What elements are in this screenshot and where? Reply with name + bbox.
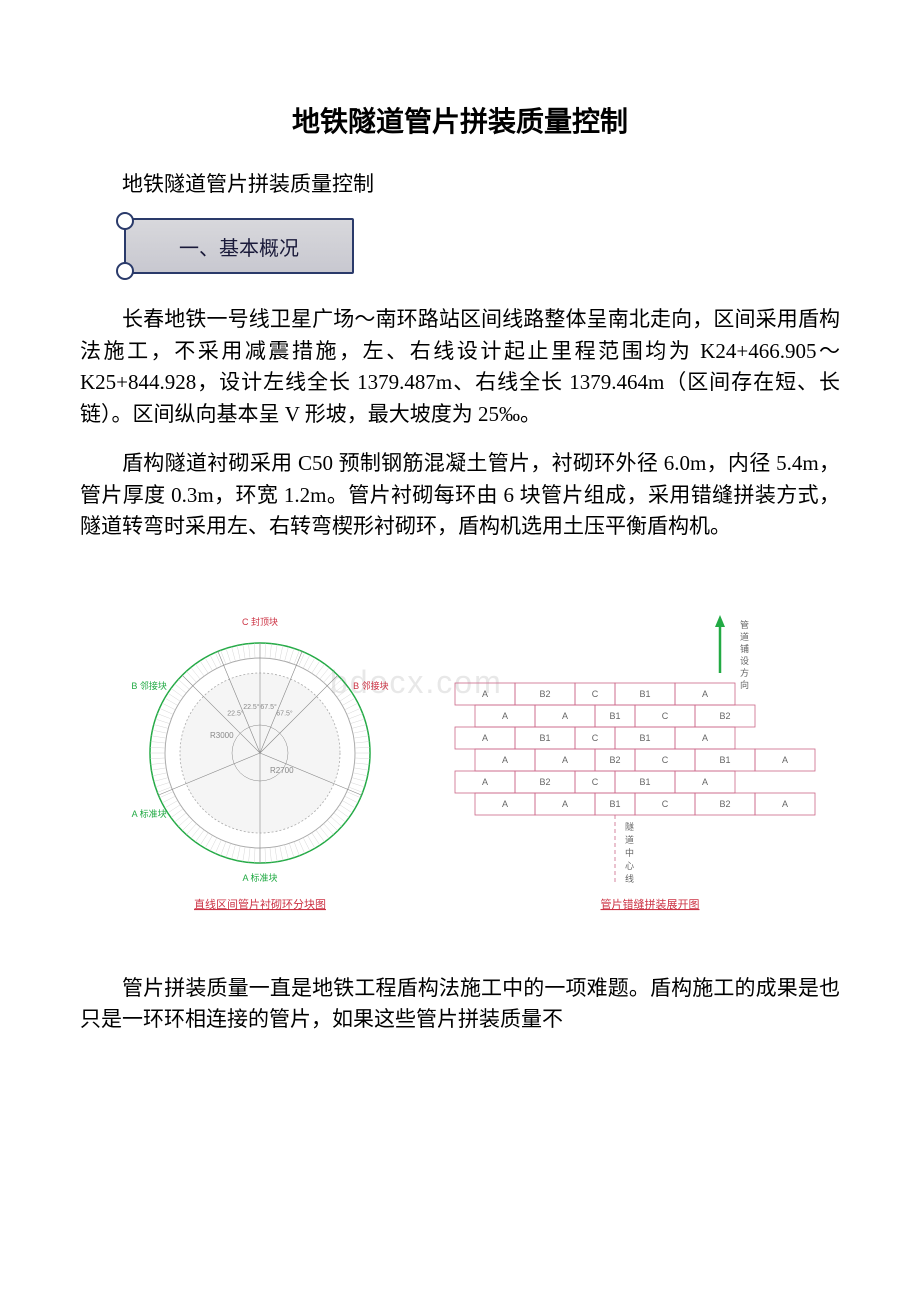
svg-text:隧: 隧 — [625, 821, 634, 832]
svg-text:B1: B1 — [609, 799, 620, 809]
svg-text:A: A — [502, 755, 508, 765]
svg-text:B2: B2 — [539, 689, 550, 699]
svg-text:22.5°: 22.5° — [227, 709, 244, 717]
svg-text:管: 管 — [740, 619, 749, 630]
diagrams-row: A 标准块B 邻接块C 封顶块B 邻接块A 标准块22.5°22.5°67.5°… — [80, 603, 840, 923]
section-banner: 一、基本概况 — [124, 218, 354, 274]
svg-text:A: A — [702, 733, 708, 743]
svg-text:C 封顶块: C 封顶块 — [242, 616, 278, 627]
svg-text:直线区间管片衬砌环分块图: 直线区间管片衬砌环分块图 — [194, 897, 326, 911]
svg-text:B1: B1 — [609, 711, 620, 721]
svg-text:67.5°: 67.5° — [276, 709, 293, 717]
svg-text:A: A — [702, 689, 708, 699]
svg-text:A: A — [782, 799, 788, 809]
svg-text:A: A — [502, 711, 508, 721]
paragraph-2: 盾构隧道衬砌采用 C50 预制钢筋混凝土管片，衬砌环外径 6.0m，内径 5.4… — [80, 448, 840, 543]
svg-text:A: A — [482, 777, 488, 787]
svg-text:B2: B2 — [719, 711, 730, 721]
svg-text:中: 中 — [625, 847, 634, 858]
svg-text:C: C — [662, 711, 669, 721]
paragraph-3: 管片拼装质量一直是地铁工程盾构法施工中的一项难题。盾构施工的成果是也只是一环环相… — [80, 973, 840, 1036]
svg-text:67.5°: 67.5° — [260, 702, 277, 710]
svg-text:心: 心 — [625, 861, 634, 871]
svg-text:B2: B2 — [719, 799, 730, 809]
svg-text:A 标准块: A 标准块 — [132, 808, 167, 819]
svg-text:C: C — [592, 689, 599, 699]
svg-text:A: A — [502, 799, 508, 809]
svg-text:方: 方 — [740, 667, 749, 678]
svg-text:A: A — [562, 799, 568, 809]
svg-text:C: C — [662, 755, 669, 765]
svg-text:B2: B2 — [609, 755, 620, 765]
svg-text:R2700: R2700 — [270, 766, 294, 775]
svg-text:A: A — [782, 755, 788, 765]
svg-text:22.5°: 22.5° — [243, 702, 260, 710]
svg-text:B1: B1 — [639, 689, 650, 699]
svg-text:B1: B1 — [719, 755, 730, 765]
svg-text:C: C — [662, 799, 669, 809]
svg-text:C: C — [592, 733, 599, 743]
svg-text:A: A — [562, 711, 568, 721]
svg-text:A: A — [562, 755, 568, 765]
svg-text:B1: B1 — [639, 733, 650, 743]
svg-text:道: 道 — [740, 631, 749, 642]
svg-text:道: 道 — [625, 834, 634, 845]
svg-text:B2: B2 — [539, 777, 550, 787]
svg-text:R3000: R3000 — [210, 731, 234, 740]
svg-text:C: C — [592, 777, 599, 787]
svg-text:向: 向 — [740, 679, 749, 690]
svg-text:A: A — [482, 689, 488, 699]
svg-text:B1: B1 — [539, 733, 550, 743]
svg-text:A: A — [482, 733, 488, 743]
banner-label: 一、基本概况 — [179, 232, 299, 261]
svg-text:B 邻接块: B 邻接块 — [353, 680, 389, 691]
ring-diagram: A 标准块B 邻接块C 封顶块B 邻接块A 标准块22.5°22.5°67.5°… — [100, 603, 420, 923]
svg-text:A 标准块: A 标准块 — [242, 872, 277, 883]
page-title: 地铁隧道管片拼装质量控制 — [80, 100, 840, 140]
subtitle: 地铁隧道管片拼装质量控制 — [80, 168, 840, 198]
svg-text:B1: B1 — [639, 777, 650, 787]
svg-text:A: A — [702, 777, 708, 787]
svg-text:B 邻接块: B 邻接块 — [131, 680, 167, 691]
paragraph-1: 长春地铁一号线卫星广场～南环路站区间线路整体呈南北走向，区间采用盾构法施工，不采… — [80, 304, 840, 430]
svg-text:线: 线 — [625, 873, 634, 884]
svg-text:铺: 铺 — [740, 643, 749, 654]
svg-text:管片错缝拼装展开图: 管片错缝拼装展开图 — [601, 897, 700, 911]
layout-diagram: 管道铺设方向AB2CB1AAAB1CB2AB1CB1AAAB2CB1AAB2CB… — [440, 603, 820, 923]
svg-text:设: 设 — [740, 656, 749, 666]
